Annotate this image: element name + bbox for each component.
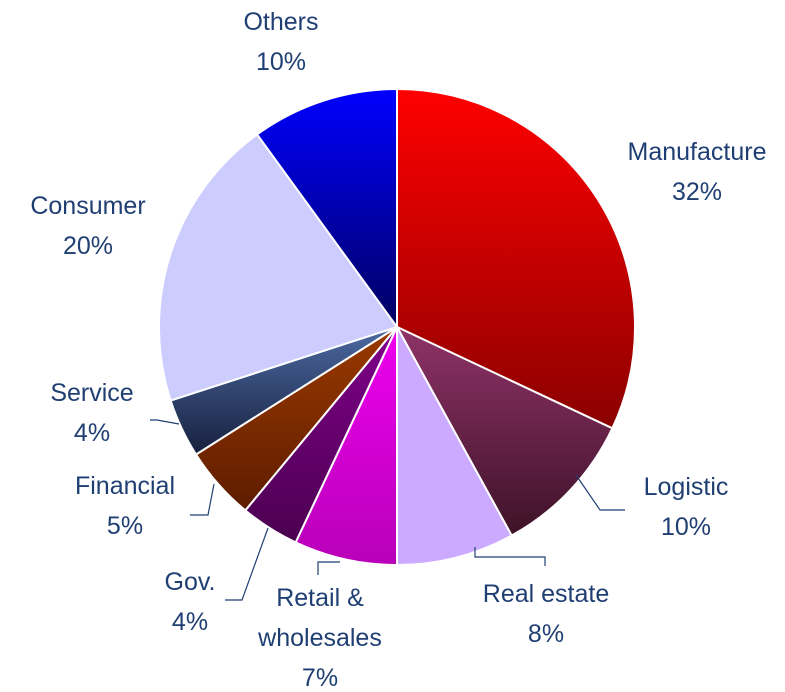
slice-name: Others: [243, 8, 318, 36]
slice-name: Service: [50, 379, 133, 407]
slice-percent: 20%: [63, 232, 113, 260]
slice-percent: 10%: [256, 48, 306, 76]
slice-percent: 7%: [302, 664, 338, 692]
slice-name: Logistic: [644, 473, 729, 501]
slice-percent: 4%: [74, 419, 110, 447]
slice-name: Real estate: [483, 580, 609, 608]
leader-line-service: [150, 419, 180, 425]
leader-lines: [150, 419, 625, 601]
slice-label-others: Others 10%: [243, 8, 318, 76]
pie-slice-real-estate: [396, 326, 514, 567]
leader-line-gov: [225, 527, 269, 601]
pie-slice-retail-wholesales: [294, 326, 398, 567]
slice-name: wholesales: [257, 624, 382, 652]
slice-percent: 10%: [661, 513, 711, 541]
slice-name: Manufacture: [628, 138, 767, 166]
slice-percent: 4%: [172, 608, 208, 636]
slice-label-service: Service 4%: [50, 379, 133, 447]
slice-labels: Manufacture 32%Logistic 10%Real estate 8%Re…: [30, 8, 766, 692]
pie-slice-logistic: [394, 324, 614, 537]
slice-percent: 5%: [107, 512, 143, 540]
pie-slice-consumer: [158, 133, 399, 402]
leader-line-retail-wholesales: [317, 561, 340, 575]
slice-name: Consumer: [30, 192, 145, 220]
slice-label-logistic: Logistic 10%: [644, 473, 729, 541]
slice-label-manufacture: Manufacture 32%: [628, 138, 767, 206]
leader-line-financial: [190, 483, 215, 516]
pie-slices: [158, 87, 636, 567]
slice-name: Financial: [75, 472, 175, 500]
slice-name: Gov.: [165, 568, 216, 596]
pie-slice-manufacture: [396, 87, 636, 430]
slice-percent: 32%: [672, 178, 722, 206]
slice-percent: 8%: [528, 620, 564, 648]
slice-label-gov: Gov. 4%: [165, 568, 216, 636]
slice-label-retail-wholesales: Retail & wholesales 7%: [257, 584, 382, 692]
slice-label-consumer: Consumer 20%: [30, 192, 145, 260]
leader-line-logistic: [575, 474, 625, 511]
pie-slice-others: [255, 87, 398, 331]
slice-label-real-estate: Real estate 8%: [483, 580, 609, 648]
slice-name: Retail &: [276, 584, 364, 612]
slice-label-financial: Financial 5%: [75, 472, 175, 540]
leader-line-real-estate: [474, 547, 546, 566]
